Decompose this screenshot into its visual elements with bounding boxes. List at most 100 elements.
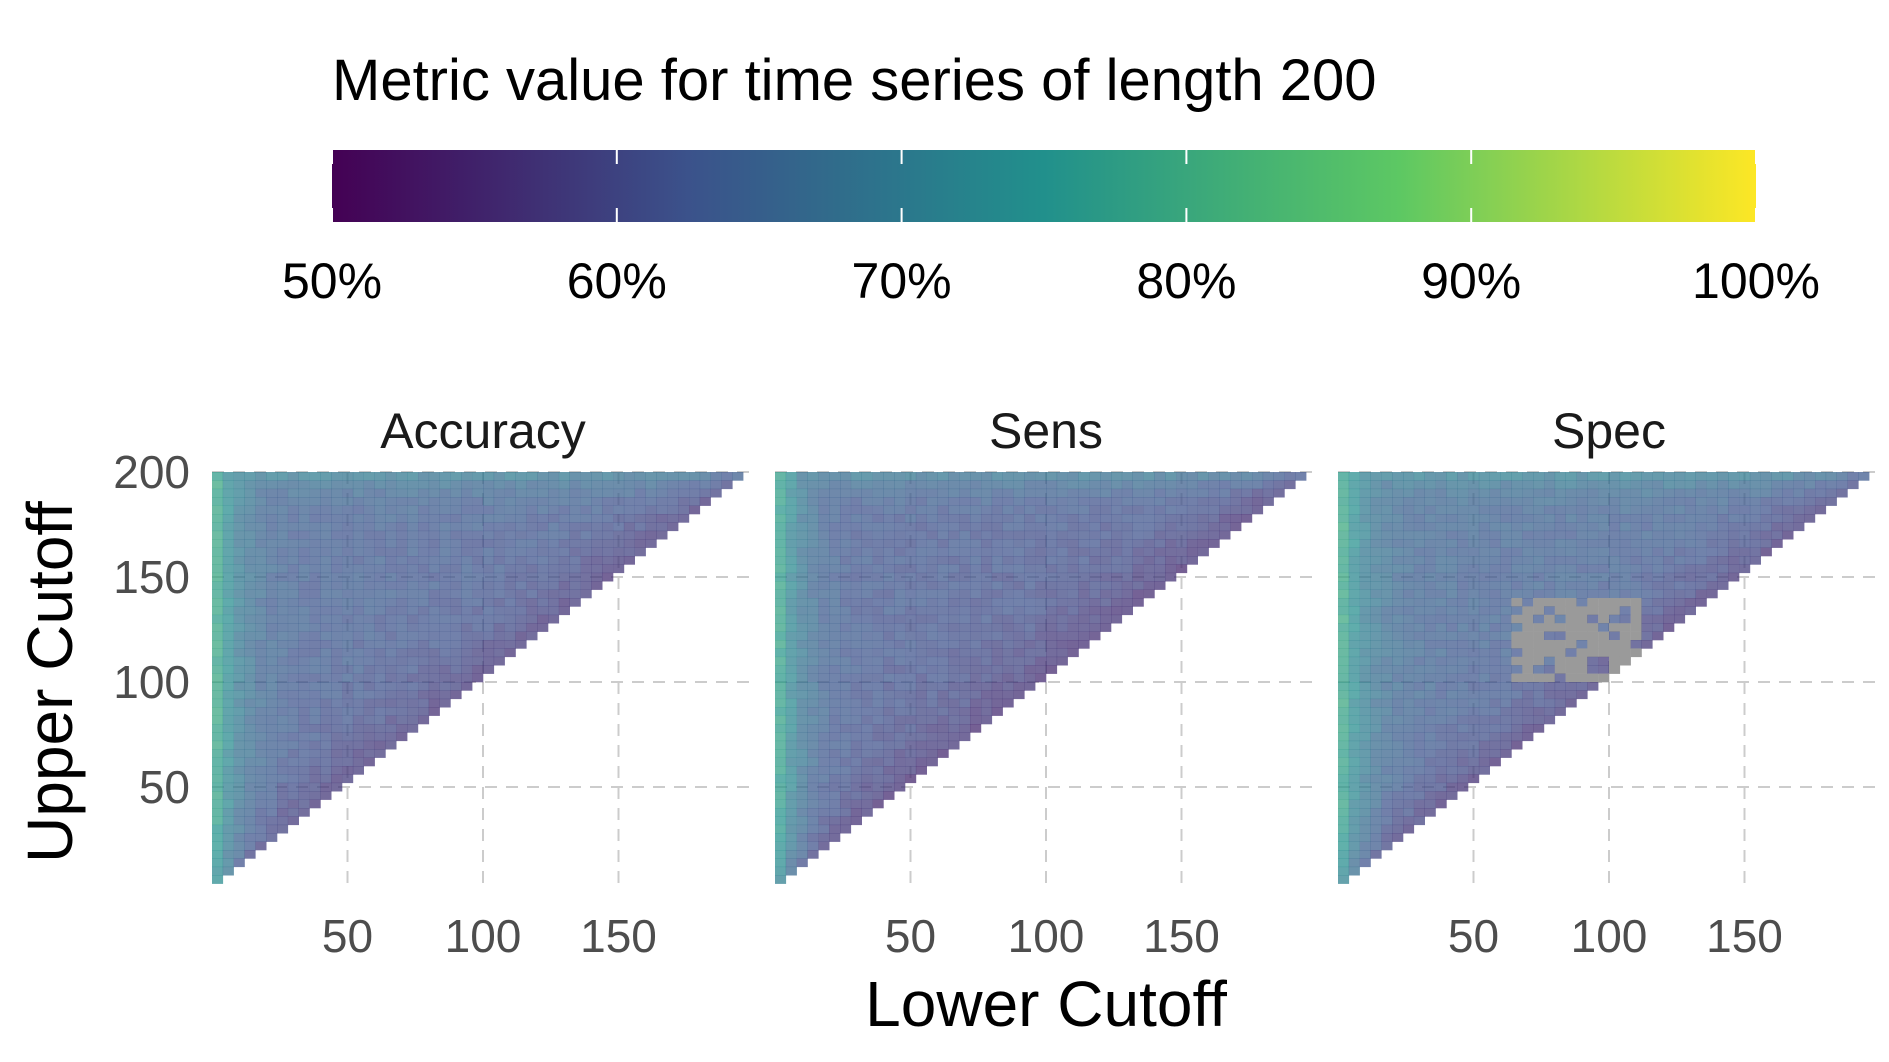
heatmap-cell — [352, 665, 364, 674]
heatmap-cell — [1013, 598, 1025, 607]
heatmap-cell — [1533, 724, 1545, 733]
heatmap-cell — [1489, 740, 1501, 750]
heatmap-cell — [1717, 522, 1729, 532]
heatmap-cell — [1435, 488, 1447, 498]
heatmap-cell — [1836, 488, 1848, 498]
heatmap-cell — [1674, 539, 1686, 548]
heatmap-cell — [981, 497, 993, 506]
heatmap-cell — [829, 808, 841, 817]
heatmap-cell — [894, 682, 906, 691]
heatmap-cell — [1013, 472, 1025, 481]
heatmap-cell — [363, 488, 375, 498]
heatmap-cell — [926, 497, 938, 506]
heatmap-cell — [1652, 472, 1664, 481]
heatmap-cell — [1056, 606, 1068, 616]
heatmap-cell — [602, 472, 614, 481]
heatmap-cell — [1641, 589, 1653, 599]
heatmap-cell — [244, 606, 256, 616]
heatmap-cell — [981, 581, 993, 590]
heatmap-cell — [1078, 572, 1090, 582]
heatmap-cell — [287, 707, 299, 716]
heatmap-cell — [991, 690, 1003, 700]
heatmap-cell — [1500, 505, 1512, 515]
heatmap-cell — [1002, 648, 1014, 658]
heatmap-cell — [212, 572, 224, 582]
heatmap-cell — [1619, 648, 1631, 658]
heatmap-cell — [1815, 488, 1827, 498]
heatmap-cell — [277, 623, 289, 632]
heatmap-cell — [1348, 682, 1360, 691]
heatmap-cell — [1468, 522, 1480, 532]
heatmap-cell — [1424, 480, 1436, 490]
heatmap-cell — [1348, 673, 1360, 683]
heatmap-cell — [569, 572, 581, 582]
heatmap-cell — [1392, 530, 1404, 540]
heatmap-cell — [461, 572, 473, 582]
heatmap-cell — [1565, 564, 1577, 574]
heatmap-cell — [1457, 598, 1469, 607]
heatmap-cell — [439, 530, 451, 540]
heatmap-cell — [1370, 757, 1382, 767]
heatmap-cell — [1815, 472, 1827, 481]
heatmap-cell — [840, 791, 852, 800]
heatmap-cell — [1392, 816, 1404, 826]
heatmap-cell — [959, 530, 971, 540]
heatmap-cell — [1544, 715, 1556, 725]
heatmap-cell — [1717, 547, 1729, 557]
heatmap-cell — [829, 690, 841, 700]
heatmap-cell — [861, 522, 873, 532]
heatmap-cell — [1641, 522, 1653, 532]
heatmap-cell — [1717, 572, 1729, 582]
heatmap-cell — [840, 572, 852, 582]
heatmap-cell — [1359, 640, 1371, 649]
heatmap-cell — [894, 732, 906, 742]
heatmap-cell — [894, 698, 906, 708]
heatmap-cell — [840, 782, 852, 792]
heatmap-cell — [1359, 514, 1371, 523]
heatmap-cell — [1782, 488, 1794, 498]
heatmap-cell — [222, 816, 234, 826]
heatmap-cell — [926, 707, 938, 716]
heatmap-cell — [548, 564, 560, 574]
heatmap-cell — [483, 614, 495, 624]
heatmap-cell — [233, 766, 245, 775]
heatmap-cell — [905, 698, 917, 708]
heatmap-cell — [796, 808, 808, 817]
heatmap-cell — [569, 522, 581, 532]
heatmap-cell — [537, 623, 549, 632]
heatmap-cell — [1641, 480, 1653, 490]
heatmap-cell — [1089, 581, 1101, 590]
heatmap-cell — [775, 572, 787, 582]
heatmap-cell — [472, 640, 484, 649]
heatmap-cell — [818, 757, 830, 767]
heatmap-cell — [1381, 589, 1393, 599]
heatmap-cell — [385, 522, 397, 532]
heatmap-cell — [1046, 522, 1058, 532]
heatmap-cell — [1544, 598, 1556, 607]
heatmap-cell — [1403, 824, 1415, 834]
heatmap-cell — [1078, 514, 1090, 523]
heatmap-cell — [1024, 497, 1036, 506]
heatmap-cell — [1111, 514, 1123, 523]
heatmap-cell — [1468, 640, 1480, 649]
heatmap-cell — [244, 673, 256, 683]
heatmap-cell — [1706, 488, 1718, 498]
heatmap-cell — [1370, 488, 1382, 498]
heatmap-cell — [840, 656, 852, 666]
heatmap-cell — [1348, 530, 1360, 540]
heatmap-cell — [1544, 514, 1556, 523]
heatmap-cell — [1663, 589, 1675, 599]
heatmap-cell — [1132, 581, 1144, 590]
heatmap-cell — [537, 572, 549, 582]
heatmap-cell — [1035, 598, 1047, 607]
heatmap-cell — [385, 673, 397, 683]
heatmap-cell — [526, 530, 538, 540]
heatmap-cell — [1598, 648, 1610, 658]
heatmap-cell — [1674, 522, 1686, 532]
heatmap-cell — [1804, 472, 1816, 481]
heatmap-cell — [558, 598, 570, 607]
heatmap-cell — [1489, 581, 1501, 590]
heatmap-cell — [1381, 690, 1393, 700]
heatmap-cell — [948, 614, 960, 624]
heatmap-cell — [1511, 740, 1523, 750]
